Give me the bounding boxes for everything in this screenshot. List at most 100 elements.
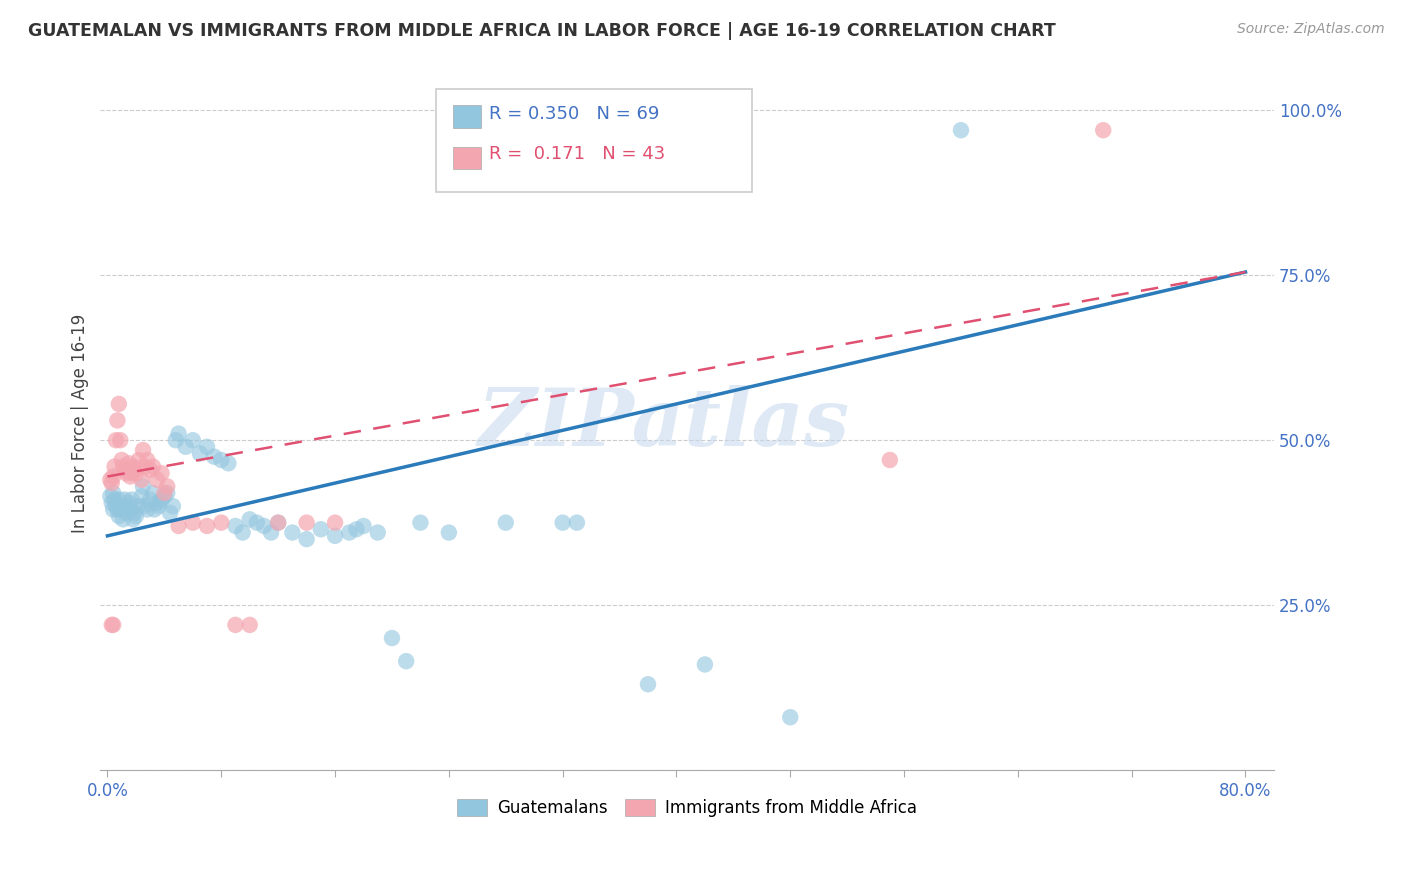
Point bbox=[267, 516, 290, 530]
Point bbox=[323, 516, 346, 530]
Point bbox=[779, 710, 801, 724]
Point bbox=[239, 618, 262, 632]
Point bbox=[128, 499, 150, 513]
Point bbox=[224, 618, 246, 632]
Point bbox=[111, 453, 134, 467]
Point bbox=[118, 456, 141, 470]
Point bbox=[110, 434, 132, 448]
Point bbox=[195, 519, 218, 533]
Point bbox=[108, 509, 131, 524]
Point bbox=[150, 466, 173, 480]
Point bbox=[108, 397, 131, 411]
Point bbox=[115, 506, 138, 520]
Point bbox=[124, 506, 146, 520]
Point bbox=[181, 434, 204, 448]
Point bbox=[125, 466, 148, 480]
Point bbox=[110, 499, 132, 513]
Point bbox=[107, 413, 129, 427]
Point bbox=[142, 486, 165, 500]
Point bbox=[381, 631, 404, 645]
Point bbox=[565, 516, 588, 530]
Point bbox=[125, 509, 148, 524]
Point bbox=[260, 525, 283, 540]
Point bbox=[181, 516, 204, 530]
Point bbox=[100, 618, 122, 632]
Point bbox=[156, 486, 179, 500]
Point bbox=[167, 426, 190, 441]
Point bbox=[121, 492, 143, 507]
Point bbox=[108, 492, 131, 507]
Point bbox=[120, 502, 142, 516]
Point bbox=[323, 529, 346, 543]
Point bbox=[139, 463, 162, 477]
Point bbox=[98, 473, 121, 487]
Point bbox=[136, 502, 159, 516]
Point bbox=[693, 657, 716, 672]
Point bbox=[136, 453, 159, 467]
Point bbox=[131, 473, 153, 487]
Point bbox=[124, 463, 146, 477]
Point bbox=[132, 443, 155, 458]
Text: R = 0.350   N = 69: R = 0.350 N = 69 bbox=[489, 105, 659, 123]
Point bbox=[395, 654, 418, 668]
Point bbox=[107, 502, 129, 516]
Point bbox=[105, 434, 128, 448]
Point bbox=[165, 434, 187, 448]
Point bbox=[879, 453, 901, 467]
Point bbox=[195, 440, 218, 454]
Point bbox=[134, 499, 156, 513]
Point bbox=[246, 516, 269, 530]
Point bbox=[131, 489, 153, 503]
Point bbox=[143, 502, 166, 516]
Point bbox=[122, 512, 145, 526]
Point bbox=[101, 469, 124, 483]
Point bbox=[132, 479, 155, 493]
Point bbox=[114, 463, 136, 477]
Point bbox=[98, 489, 121, 503]
Point bbox=[637, 677, 659, 691]
Point bbox=[232, 525, 254, 540]
Point bbox=[281, 525, 304, 540]
Point bbox=[295, 532, 318, 546]
Text: ZIPatlas: ZIPatlas bbox=[478, 385, 849, 462]
Legend: Guatemalans, Immigrants from Middle Africa: Guatemalans, Immigrants from Middle Afri… bbox=[451, 792, 924, 824]
Text: GUATEMALAN VS IMMIGRANTS FROM MIDDLE AFRICA IN LABOR FORCE | AGE 16-19 CORRELATI: GUATEMALAN VS IMMIGRANTS FROM MIDDLE AFR… bbox=[28, 22, 1056, 40]
Point bbox=[367, 525, 389, 540]
Point bbox=[139, 492, 162, 507]
Point bbox=[117, 499, 139, 513]
Point bbox=[167, 519, 190, 533]
Text: R =  0.171   N = 43: R = 0.171 N = 43 bbox=[489, 145, 665, 163]
Point bbox=[117, 463, 139, 477]
Point bbox=[111, 502, 134, 516]
Point bbox=[159, 506, 181, 520]
Point bbox=[153, 486, 176, 500]
Point bbox=[112, 459, 135, 474]
Point bbox=[551, 516, 574, 530]
Point bbox=[209, 453, 232, 467]
Point bbox=[142, 459, 165, 474]
Y-axis label: In Labor Force | Age 16-19: In Labor Force | Age 16-19 bbox=[72, 314, 89, 533]
Point bbox=[162, 499, 184, 513]
Point bbox=[115, 466, 138, 480]
Point bbox=[267, 516, 290, 530]
Point bbox=[353, 519, 375, 533]
Point bbox=[114, 492, 136, 507]
Point bbox=[295, 516, 318, 530]
Point bbox=[120, 469, 142, 483]
Point bbox=[224, 519, 246, 533]
Point bbox=[112, 512, 135, 526]
Point bbox=[101, 486, 124, 500]
Point bbox=[103, 459, 125, 474]
Point bbox=[495, 516, 517, 530]
Point bbox=[134, 459, 156, 474]
Point bbox=[437, 525, 460, 540]
Point bbox=[949, 123, 972, 137]
Point bbox=[146, 496, 169, 510]
Point bbox=[128, 453, 150, 467]
Point bbox=[153, 489, 176, 503]
Point bbox=[309, 522, 332, 536]
Point bbox=[100, 476, 122, 491]
Point bbox=[100, 496, 122, 510]
Point bbox=[188, 446, 211, 460]
Point bbox=[146, 473, 169, 487]
